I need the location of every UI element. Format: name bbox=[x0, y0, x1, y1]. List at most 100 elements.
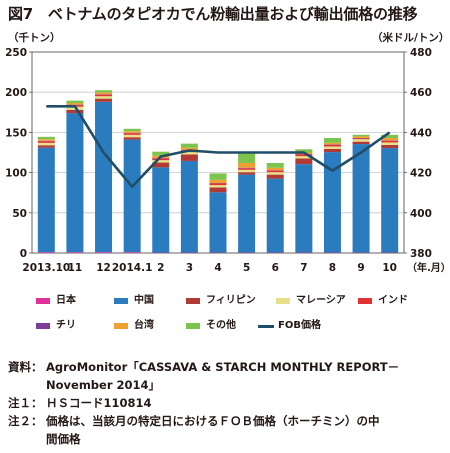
bar-segment bbox=[323, 144, 341, 147]
bar-segment bbox=[209, 187, 227, 193]
legend-swatch-malaysia bbox=[276, 298, 290, 304]
bar-segment bbox=[152, 158, 170, 161]
y-left-axis-label: （千トン） bbox=[8, 31, 61, 44]
legend-swatch-japan bbox=[36, 298, 50, 304]
note-1-label: 注１： bbox=[8, 396, 43, 410]
bar-segment bbox=[352, 134, 370, 137]
note-source-text: AgroMonitor「CASSAVA & STARCH MONTHLY REP… bbox=[46, 360, 400, 374]
bar-segment bbox=[37, 141, 55, 143]
bar-segment bbox=[209, 183, 227, 186]
x-tick-label: 6 bbox=[272, 262, 279, 274]
bar-segment bbox=[381, 134, 399, 139]
bar-segment bbox=[381, 148, 399, 253]
x-tick-label: 10 bbox=[382, 262, 397, 274]
note-1-text: ＨＳコード110814 bbox=[46, 396, 152, 410]
legend-label-fob-price: FOB価格 bbox=[278, 320, 321, 331]
y-left-tick-label: 150 bbox=[5, 127, 27, 139]
bar-segment bbox=[152, 162, 170, 168]
legend-label-china: 中国 bbox=[134, 295, 154, 306]
bar-segment bbox=[238, 174, 256, 253]
bar-segment bbox=[37, 142, 55, 146]
bar-segment bbox=[238, 153, 256, 163]
legend-label-chile: チリ bbox=[56, 320, 76, 331]
x-tick-label: 2 bbox=[157, 262, 164, 274]
bar-segment bbox=[180, 143, 198, 148]
bar-segment bbox=[352, 144, 370, 253]
y-right-tick-label: 440 bbox=[410, 127, 432, 139]
bar-segment bbox=[95, 92, 113, 95]
y-left-tick-label: 200 bbox=[5, 87, 27, 99]
bar-segment bbox=[266, 167, 284, 171]
bar-segment bbox=[37, 139, 55, 141]
bar-segment bbox=[209, 173, 227, 180]
note-2-text: 価格は、当該月の特定日におけるＦＯＢ価格（ホーチミン）の中 bbox=[46, 414, 380, 428]
bar-segment bbox=[266, 170, 284, 173]
bar-segment bbox=[209, 185, 227, 188]
bar-segment bbox=[238, 169, 256, 173]
note-2-label: 注２： bbox=[8, 414, 43, 428]
note-2-cont-text: 間価格 bbox=[46, 432, 81, 446]
bar-segment bbox=[266, 174, 284, 179]
bar-segment bbox=[66, 252, 84, 253]
legend-swatch-fob-price bbox=[258, 325, 274, 328]
bar-segment bbox=[180, 147, 198, 151]
bar-segment bbox=[323, 142, 341, 145]
note-source: 資料： AgroMonitor「CASSAVA & STARCH MONTHLY… bbox=[8, 358, 448, 376]
legend-swatch-chile bbox=[36, 323, 50, 329]
bar-segment bbox=[295, 154, 313, 157]
y-right-tick-label: 460 bbox=[410, 87, 432, 99]
bar-segment bbox=[323, 148, 341, 153]
bar-segment bbox=[123, 139, 141, 253]
bar-segment bbox=[238, 168, 256, 170]
y-left-tick-label: 250 bbox=[5, 47, 27, 59]
note-2: 注２： 価格は、当該月の特定日におけるＦＯＢ価格（ホーチミン）の中 bbox=[8, 412, 448, 430]
bar-segment bbox=[123, 137, 141, 140]
bar-segment bbox=[37, 136, 55, 140]
y-left-tick-label: 50 bbox=[12, 208, 27, 220]
bar-segment bbox=[123, 131, 141, 133]
bar-segment bbox=[352, 139, 370, 142]
y-left-tick-label: 100 bbox=[5, 168, 27, 180]
x-tick-label: 8 bbox=[329, 262, 336, 274]
x-tick-label: 9 bbox=[357, 262, 364, 274]
legend-label-philippines: フィリピン bbox=[206, 295, 256, 306]
bar-segment bbox=[95, 94, 113, 97]
bar-segment bbox=[37, 147, 55, 253]
y-left-tick-label: 0 bbox=[20, 248, 27, 260]
bar-segment bbox=[152, 160, 170, 163]
legend-swatch-others bbox=[186, 323, 200, 329]
legend-label-india: インド bbox=[378, 295, 408, 306]
bar-segment bbox=[323, 138, 341, 143]
x-tick-label: 3 bbox=[186, 262, 193, 274]
x-tick-label: 5 bbox=[243, 262, 250, 274]
bar-segment bbox=[295, 158, 313, 165]
y-right-tick-label: 480 bbox=[410, 47, 432, 59]
note-source-cont: November 2014」 bbox=[8, 376, 448, 394]
x-tick-label: 4 bbox=[214, 262, 221, 274]
legend-label-malaysia: マレーシア bbox=[296, 295, 346, 306]
bar-segment bbox=[295, 156, 313, 159]
bar-segment bbox=[266, 162, 284, 168]
legend-label-others: その他 bbox=[206, 320, 236, 331]
x-tick-label: 2013.10 bbox=[22, 262, 70, 274]
x-tick-label: 12 bbox=[96, 262, 111, 274]
bar-segment bbox=[238, 162, 256, 168]
bar-segment bbox=[123, 133, 141, 135]
chart-title: 図7 ベトナムのタピオカでん粉輸出量および輸出価格の推移 bbox=[8, 5, 418, 23]
x-tick-label: 7 bbox=[300, 262, 307, 274]
bar-segment bbox=[66, 100, 84, 104]
bar-segment bbox=[180, 152, 198, 155]
y-right-axis-label: （米ドル/トン） bbox=[372, 31, 449, 44]
bar-segment bbox=[37, 252, 55, 253]
bar-segment bbox=[152, 167, 170, 253]
bar-segment bbox=[381, 142, 399, 145]
bar-segment bbox=[180, 154, 198, 161]
bar-segment bbox=[95, 98, 113, 102]
bar-segment bbox=[66, 113, 84, 253]
note-source-label: 資料： bbox=[8, 360, 43, 374]
y-right-tick-label: 380 bbox=[410, 248, 432, 260]
bar-segment bbox=[352, 138, 370, 140]
y-right-tick-label: 420 bbox=[410, 168, 432, 180]
bar-segment bbox=[266, 172, 284, 175]
legend-swatch-china bbox=[114, 298, 128, 304]
